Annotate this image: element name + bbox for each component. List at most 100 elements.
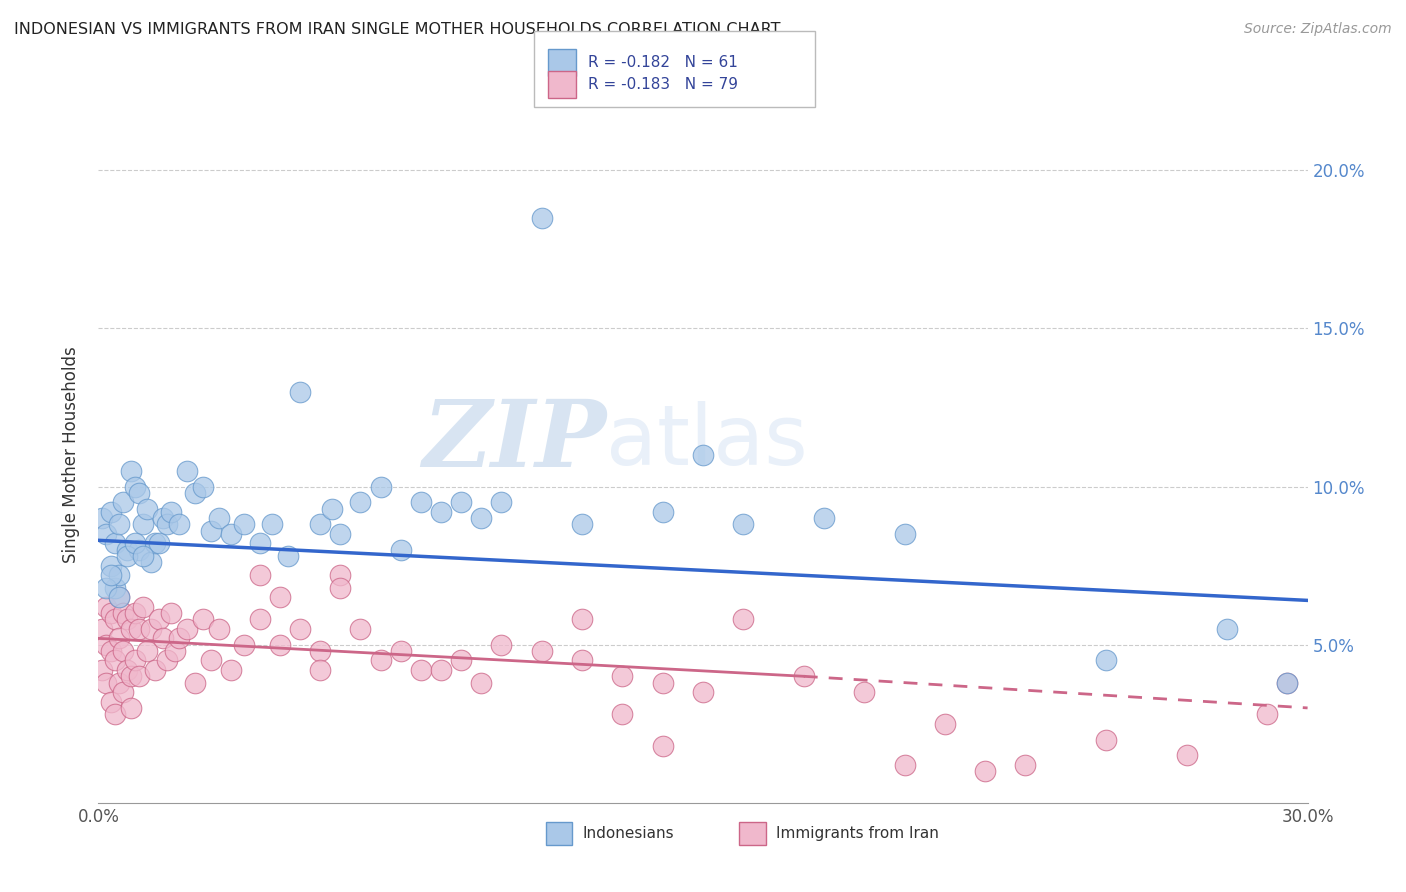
Point [111, 685, 134, 699]
Point [193, 479, 215, 493]
Point [893, 757, 915, 772]
Point [128, 622, 150, 636]
Point [124, 479, 146, 493]
Point [128, 486, 150, 500]
Point [349, 622, 371, 636]
Point [571, 517, 593, 532]
Point [91, 622, 114, 636]
Point [103, 707, 125, 722]
Point [124, 653, 146, 667]
Point [793, 669, 815, 683]
Point [612, 669, 634, 683]
Point [107, 675, 129, 690]
Point [370, 479, 392, 493]
Point [132, 517, 155, 532]
Point [269, 638, 291, 652]
Point [143, 663, 166, 677]
Point [111, 644, 134, 658]
Point [430, 505, 453, 519]
Point [329, 527, 352, 541]
Point [128, 542, 150, 557]
Point [450, 653, 472, 667]
Point [221, 663, 243, 677]
Point [107, 591, 129, 605]
Point [470, 511, 492, 525]
Point [193, 612, 215, 626]
Point [91, 663, 114, 677]
Point [107, 591, 129, 605]
Point [232, 517, 254, 532]
Point [139, 556, 162, 570]
Point [124, 606, 146, 620]
Point [139, 622, 162, 636]
Point [100, 644, 122, 658]
Text: ZIP: ZIP [422, 396, 606, 486]
Point [200, 524, 222, 538]
Point [184, 486, 207, 500]
Point [232, 638, 254, 652]
Point [221, 527, 243, 541]
Point [450, 495, 472, 509]
Point [107, 568, 129, 582]
Point [100, 505, 122, 519]
Point [329, 568, 352, 582]
Text: R = -0.183   N = 79: R = -0.183 N = 79 [588, 78, 738, 92]
Point [260, 517, 283, 532]
Point [249, 612, 271, 626]
Point [409, 663, 432, 677]
Point [160, 505, 183, 519]
Point [389, 542, 412, 557]
Point [893, 527, 915, 541]
Point [167, 632, 190, 646]
Point [934, 716, 956, 731]
Point [120, 622, 142, 636]
Point [103, 581, 125, 595]
Point [96, 527, 118, 541]
Point [309, 517, 332, 532]
Point [167, 517, 190, 532]
Point [1014, 757, 1036, 772]
Text: Source: ZipAtlas.com: Source: ZipAtlas.com [1244, 22, 1392, 37]
Point [249, 536, 271, 550]
Point [1256, 707, 1278, 722]
Point [571, 653, 593, 667]
Point [200, 653, 222, 667]
Point [571, 612, 593, 626]
Point [733, 517, 755, 532]
Point [329, 581, 352, 595]
Point [96, 599, 118, 614]
Point [115, 542, 138, 557]
Point [692, 448, 714, 462]
Point [100, 558, 122, 573]
Point [163, 644, 186, 658]
Point [111, 495, 134, 509]
Point [100, 568, 122, 582]
Point [96, 675, 118, 690]
Point [120, 464, 142, 478]
Point [651, 505, 673, 519]
FancyBboxPatch shape [546, 822, 572, 845]
Point [107, 517, 129, 532]
Point [1095, 732, 1118, 747]
Point [96, 581, 118, 595]
Point [309, 644, 332, 658]
Text: R = -0.182   N = 61: R = -0.182 N = 61 [588, 55, 738, 70]
FancyBboxPatch shape [740, 822, 766, 845]
Point [1277, 675, 1299, 690]
Point [156, 653, 179, 667]
Point [152, 632, 174, 646]
Point [1277, 675, 1299, 690]
Point [813, 511, 835, 525]
Point [135, 644, 157, 658]
Point [208, 622, 231, 636]
Point [103, 653, 125, 667]
Point [160, 606, 183, 620]
Point [115, 549, 138, 563]
Point [148, 612, 170, 626]
Point [115, 663, 138, 677]
Point [470, 675, 492, 690]
Point [111, 606, 134, 620]
Text: Immigrants from Iran: Immigrants from Iran [776, 826, 938, 841]
Point [277, 549, 299, 563]
Text: INDONESIAN VS IMMIGRANTS FROM IRAN SINGLE MOTHER HOUSEHOLDS CORRELATION CHART: INDONESIAN VS IMMIGRANTS FROM IRAN SINGL… [14, 22, 780, 37]
